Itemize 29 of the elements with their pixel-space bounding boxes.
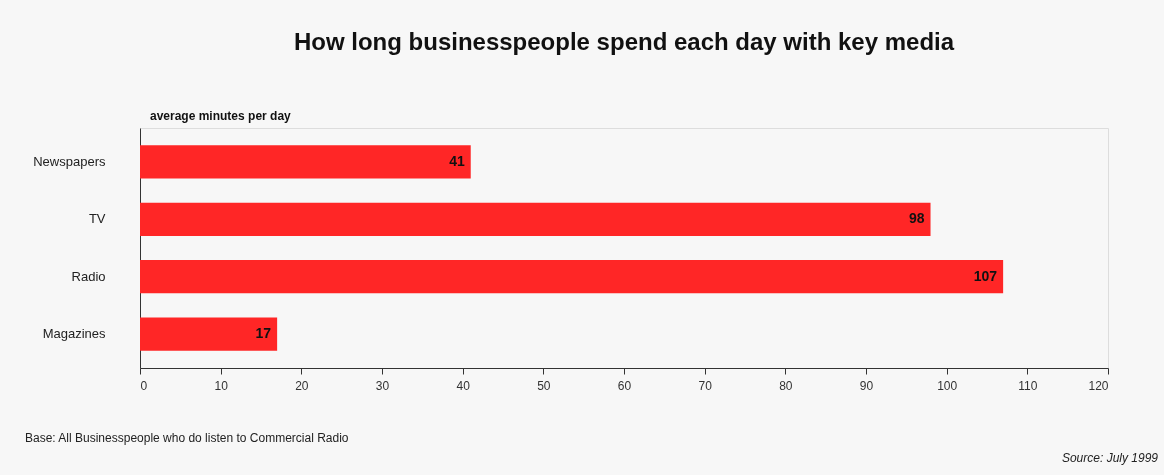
x-tick-label: 40 (456, 378, 471, 393)
x-tick-label: 20 (295, 378, 309, 393)
x-tick-label: 30 (375, 378, 390, 393)
x-tick-label: 10 (214, 378, 229, 393)
data-label: 17 (255, 325, 272, 342)
source-note: Source: July 1999 (1061, 451, 1159, 465)
x-tick-label: 90 (859, 378, 874, 393)
bar (140, 260, 1004, 294)
x-tick-label: 80 (779, 378, 793, 393)
x-tick-label: 110 (1018, 378, 1038, 393)
y-tick-label: TV (88, 211, 106, 227)
bar (140, 202, 931, 236)
y-tick-label: Radio (71, 268, 106, 284)
x-tick-label: 70 (698, 378, 713, 393)
bar (140, 317, 278, 351)
x-axis-title: average minutes per day (150, 109, 292, 123)
text: Base: All Businesspeople who do listen to Commercial Radio (25, 431, 349, 445)
x-tick-label: 120 (1088, 378, 1109, 393)
x-tick-label: 50 (537, 378, 551, 393)
data-label: 41 (449, 152, 465, 169)
data-label: 98 (908, 210, 925, 227)
chart-title: How long businesspeople spend each day with key media (293, 28, 955, 55)
y-tick-label: Magazines (42, 326, 106, 342)
data-label: 107 (973, 267, 998, 284)
bar (140, 145, 471, 179)
x-tick-label: 100 (937, 378, 958, 393)
y-tick-label: Newspapers (33, 153, 106, 169)
x-tick-label: 0 (140, 378, 148, 393)
x-tick-label: 60 (617, 378, 632, 393)
